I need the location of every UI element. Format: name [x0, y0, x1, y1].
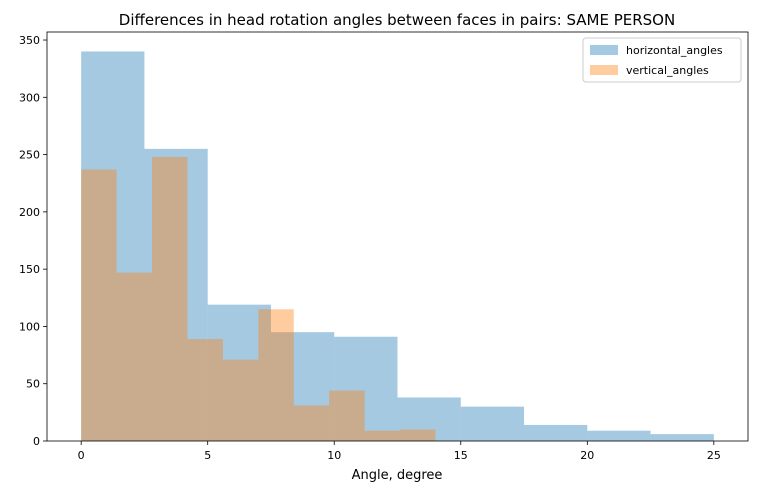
x-axis-label: Angle, degree: [352, 468, 443, 483]
y-tick-label: 250: [19, 149, 40, 162]
legend-box: [582, 37, 742, 83]
y-tick-label: 100: [19, 320, 40, 333]
vertical-bar-6: [293, 405, 330, 441]
x-tick-label: 20: [580, 449, 594, 462]
horizontal-bar-5: [397, 397, 461, 441]
legend: horizontal_angles vertical_angles: [582, 37, 742, 83]
plot-frame: [46, 31, 749, 442]
legend-swatch-1: [590, 65, 618, 75]
y-tick-label: 350: [19, 34, 40, 47]
horizontal-bar-1: [144, 148, 208, 441]
horizontal-bar-7: [524, 424, 588, 441]
x-tick-label: 5: [204, 449, 211, 462]
horizontal-bar-8: [587, 430, 651, 441]
axes-group: [46, 31, 749, 442]
vertical-bar-3: [187, 339, 223, 441]
vertical-bar-4: [222, 359, 259, 441]
chart-title: Differences in head rotation angles betw…: [119, 11, 675, 29]
x-tick-label: 25: [707, 449, 721, 462]
horizontal-bar-6: [460, 406, 525, 441]
bars-group: [81, 51, 714, 441]
horizontal-bar-4: [334, 336, 398, 441]
legend-label-0: horizontal_angles: [626, 44, 723, 57]
y-tick-label: 50: [26, 378, 40, 391]
horizontal-bar-2: [207, 304, 271, 441]
x-tick-label: 0: [78, 449, 85, 462]
y-tick-label: 150: [19, 263, 40, 276]
y-tick-label: 200: [19, 206, 40, 219]
horizontal-bar-9: [650, 434, 714, 441]
y-tick-label: 0: [33, 435, 40, 448]
vertical-bar-5: [258, 309, 294, 441]
vertical-bar-7: [329, 390, 365, 441]
x-tick-label: 15: [454, 449, 468, 462]
vertical-bar-8: [364, 430, 401, 441]
legend-swatch-0: [590, 45, 618, 55]
vertical-bar-1: [116, 272, 153, 441]
x-tick-label: 10: [327, 449, 341, 462]
vertical-bar-2: [152, 156, 188, 441]
vertical-bar-0: [81, 169, 117, 441]
y-tick-label: 300: [19, 91, 40, 104]
vertical-bar-9: [400, 429, 436, 441]
horizontal-bar-0: [81, 51, 145, 441]
horizontal-bar-3: [270, 332, 335, 441]
legend-label-1: vertical_angles: [626, 64, 709, 77]
